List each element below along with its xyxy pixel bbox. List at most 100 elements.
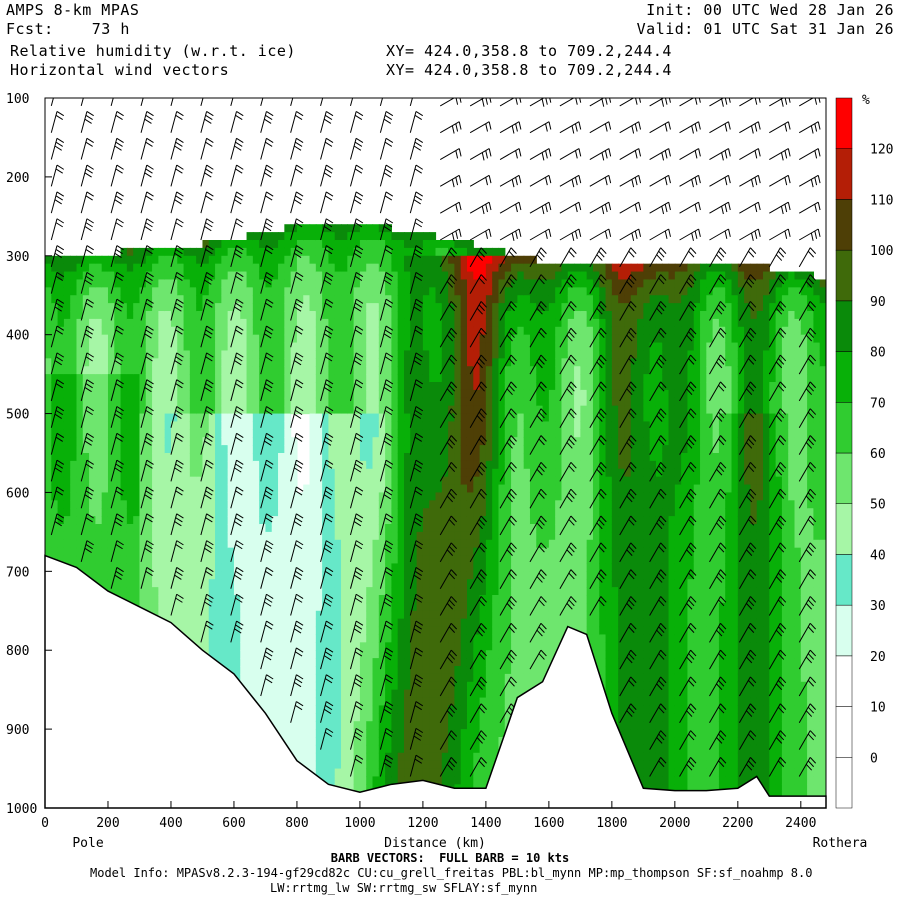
- rh-cell: [139, 366, 147, 375]
- rh-cell: [246, 673, 254, 683]
- field-label-wind: Horizontal wind vectors: [10, 61, 230, 79]
- rh-cell: [133, 468, 141, 478]
- rh-cell: [240, 374, 248, 383]
- rh-cell: [410, 563, 418, 572]
- rh-cell: [164, 595, 172, 604]
- rh-cell: [334, 744, 342, 754]
- rh-cell: [70, 342, 78, 352]
- rh-cell: [435, 595, 443, 604]
- rh-cell: [460, 689, 468, 699]
- rh-cell: [334, 358, 342, 367]
- rh-cell: [466, 318, 474, 328]
- rh-cell: [454, 602, 462, 612]
- rh-cell: [448, 563, 455, 572]
- rh-cell: [208, 634, 216, 643]
- rh-cell: [429, 287, 437, 296]
- rh-cell: [158, 492, 166, 501]
- rh-cell: [152, 271, 159, 281]
- rh-cell: [208, 500, 216, 509]
- rh-cell: [378, 303, 386, 312]
- rh-cell: [473, 697, 481, 707]
- rh-cell: [120, 334, 128, 344]
- rh-cell: [82, 334, 90, 344]
- rh-cell: [271, 413, 279, 423]
- rh-cell: [221, 389, 229, 399]
- rh-cell: [334, 689, 342, 699]
- rh-cell: [315, 295, 323, 304]
- init-time: Init: 00 UTC Wed 28 Jan 26: [646, 1, 894, 19]
- rh-cell: [233, 437, 241, 446]
- rh-cell: [429, 445, 437, 454]
- rh-cell: [189, 508, 197, 517]
- rh-cell: [145, 595, 153, 604]
- rh-cell: [170, 484, 178, 494]
- rh-cell: [441, 342, 449, 352]
- rh-cell: [76, 508, 84, 517]
- rh-cell: [448, 263, 455, 273]
- rh-cell: [422, 737, 430, 746]
- rh-cell: [57, 334, 65, 344]
- rh-cell: [404, 713, 411, 722]
- rh-cell: [196, 366, 204, 375]
- rh-cell: [202, 247, 210, 257]
- rh-cell: [290, 374, 298, 383]
- rh-cell: [378, 247, 386, 257]
- rh-cell: [82, 366, 90, 375]
- rh-cell: [309, 303, 317, 312]
- rh-cell: [309, 508, 317, 517]
- rh-cell: [183, 366, 191, 375]
- rh-cell: [460, 539, 468, 549]
- rh-cell: [126, 516, 134, 525]
- rh-cell: [366, 263, 374, 273]
- rh-cell: [259, 547, 267, 557]
- rh-cell: [441, 382, 449, 391]
- rh-cell: [429, 642, 437, 651]
- rh-cell: [76, 311, 84, 320]
- rh-cell: [391, 350, 399, 359]
- rh-cell: [435, 721, 443, 730]
- rh-cell: [404, 508, 411, 517]
- rh-cell: [152, 389, 159, 399]
- rh-cell: [460, 666, 468, 675]
- rh-cell: [240, 500, 248, 509]
- rh-cell: [114, 539, 122, 549]
- rh-cell: [95, 500, 103, 509]
- rh-cell: [366, 729, 374, 738]
- rh-cell: [271, 350, 279, 359]
- rh-cell: [296, 587, 304, 596]
- rh-cell: [45, 366, 52, 375]
- rh-cell: [89, 350, 96, 359]
- rh-cell: [341, 492, 348, 501]
- rh-cell: [404, 445, 411, 454]
- rh-cell: [347, 500, 355, 509]
- rh-cell: [152, 571, 159, 580]
- rh-cell: [208, 255, 216, 265]
- rh-cell: [397, 484, 405, 494]
- rh-cell: [460, 460, 468, 470]
- rh-cell: [429, 389, 437, 399]
- rh-cell: [322, 232, 330, 241]
- rh-cell: [233, 602, 241, 612]
- rh-cell: [101, 405, 109, 415]
- rh-cell: [448, 366, 455, 375]
- rh-cell: [95, 255, 103, 265]
- rh-cell: [366, 531, 374, 541]
- rh-cell: [101, 382, 109, 391]
- rh-cell: [120, 389, 128, 399]
- rh-cell: [208, 318, 216, 328]
- rh-cell: [233, 255, 241, 265]
- rh-cell: [101, 429, 109, 438]
- rh-cell: [63, 492, 71, 501]
- rh-cell: [391, 326, 399, 336]
- rh-cell: [215, 358, 222, 367]
- rh-cell: [328, 760, 336, 770]
- rh-cell: [215, 484, 222, 494]
- rh-cell: [246, 453, 254, 462]
- rh-cell: [189, 571, 197, 580]
- rh-cell: [448, 508, 455, 517]
- rh-cell: [278, 492, 285, 501]
- rh-cell: [448, 729, 455, 738]
- rh-cell: [45, 547, 52, 557]
- rh-cell: [378, 405, 386, 415]
- rh-cell: [385, 453, 393, 462]
